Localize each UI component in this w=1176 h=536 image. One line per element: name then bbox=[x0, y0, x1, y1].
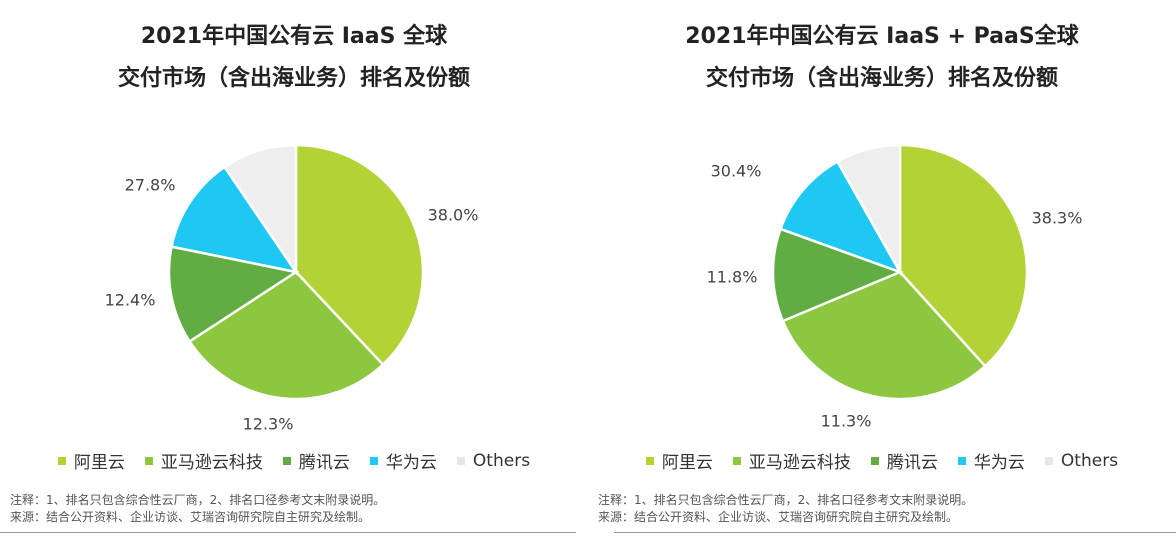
label-huawei: 12.3% bbox=[243, 415, 294, 434]
slice-huawei bbox=[170, 165, 299, 274]
legend-swatch bbox=[282, 456, 291, 465]
legend-swatch bbox=[957, 456, 966, 465]
legend-item-aliyun: 阿里云 bbox=[645, 448, 713, 473]
legend: 阿里云 亚马逊云科技 腾讯云 华为云 Others bbox=[0, 448, 588, 473]
legend-label: 华为云 bbox=[973, 453, 1025, 473]
legend-label: 阿里云 bbox=[73, 453, 125, 473]
chart-title-line1: 2021年中国公有云 IaaS + PaaS全球 bbox=[685, 24, 1079, 49]
legend-swatch bbox=[57, 456, 66, 465]
legend-swatch bbox=[456, 456, 465, 465]
slice-others bbox=[835, 143, 902, 277]
label-aliyun: 38.3% bbox=[1032, 209, 1083, 228]
legend-label: 腾讯云 bbox=[298, 453, 350, 473]
legend-swatch bbox=[369, 456, 378, 465]
chart-title-line1: 2021年中国公有云 IaaS 全球 bbox=[140, 24, 448, 49]
legend-label: Others bbox=[1060, 450, 1119, 471]
label-aws: 27.8% bbox=[125, 176, 176, 195]
pie-chart: 38.3% 30.4% 11.8% 11.3% bbox=[707, 143, 1083, 431]
label-aws: 30.4% bbox=[711, 162, 762, 181]
legend-swatch bbox=[870, 456, 879, 465]
slice-aliyun bbox=[898, 143, 1029, 368]
legend-item-tencent: 腾讯云 bbox=[282, 448, 350, 473]
legend-item-aws: 亚马逊云科技 bbox=[732, 448, 851, 473]
legend-swatch bbox=[1044, 456, 1053, 465]
label-tencent: 11.8% bbox=[707, 268, 758, 287]
label-tencent: 12.4% bbox=[105, 291, 156, 310]
chart-panel-iaas-paas: 2021年中国公有云 IaaS + PaaS全球 交付市场（含出海业务）排名及份… bbox=[588, 0, 1176, 536]
legend-item-tencent: 腾讯云 bbox=[870, 448, 938, 473]
legend-item-huawei: 华为云 bbox=[369, 448, 437, 473]
legend-item-others: Others bbox=[1044, 448, 1119, 473]
slice-others bbox=[222, 143, 298, 277]
footnote-source: 来源：结合公开资料、企业访谈、艾瑞咨询研究院自主研究及绘制。 bbox=[10, 510, 371, 524]
label-aliyun: 38.0% bbox=[428, 206, 479, 225]
slice-aliyun bbox=[294, 143, 425, 367]
footnote-source: 来源：结合公开资料、企业访谈、艾瑞咨询研究院自主研究及绘制。 bbox=[598, 510, 959, 524]
slice-aws bbox=[187, 270, 385, 401]
divider bbox=[0, 532, 576, 533]
divider bbox=[614, 532, 1176, 533]
slice-tencent bbox=[167, 245, 300, 344]
chart-panel-iaas: 2021年中国公有云 IaaS 全球 交付市场（含出海业务）排名及份额 38.0… bbox=[0, 24, 588, 533]
legend: 阿里云 亚马逊云科技 腾讯云 华为云 Others bbox=[588, 448, 1176, 473]
legend-label: 阿里云 bbox=[661, 453, 713, 473]
legend-label: Others bbox=[472, 450, 531, 471]
footnote-note: 注释：1、排名只包含综合性云厂商，2、排名口径参考文末附录说明。 bbox=[598, 493, 974, 507]
legend-label: 亚马逊云科技 bbox=[160, 453, 263, 473]
slice-aws bbox=[781, 270, 987, 401]
footnote-note: 注释：1、排名只包含综合性云厂商，2、排名口径参考文末附录说明。 bbox=[10, 493, 386, 507]
legend-item-others: Others bbox=[456, 448, 531, 473]
legend-label: 华为云 bbox=[385, 453, 437, 473]
label-huawei: 11.3% bbox=[821, 412, 872, 431]
legend-item-huawei: 华为云 bbox=[957, 448, 1025, 473]
slice-tencent bbox=[771, 227, 904, 323]
legend-swatch bbox=[732, 456, 741, 465]
chart-title-line2: 交付市场（含出海业务）排名及份额 bbox=[705, 66, 1058, 91]
legend-swatch bbox=[144, 456, 153, 465]
pie-chart: 38.0% 27.8% 12.4% 12.3% bbox=[105, 143, 479, 434]
legend-item-aws: 亚马逊云科技 bbox=[144, 448, 263, 473]
slice-huawei bbox=[778, 159, 903, 275]
legend-label: 亚马逊云科技 bbox=[748, 453, 851, 473]
legend-label: 腾讯云 bbox=[886, 453, 938, 473]
legend-item-aliyun: 阿里云 bbox=[57, 448, 125, 473]
legend-swatch bbox=[645, 456, 654, 465]
chart-title-line2: 交付市场（含出海业务）排名及份额 bbox=[117, 66, 470, 91]
